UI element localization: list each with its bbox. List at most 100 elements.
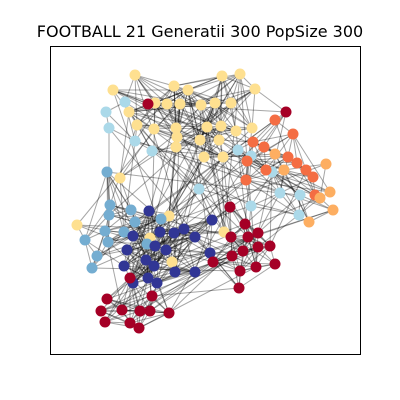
network-edge [112, 89, 237, 132]
network-node-light-blue [100, 106, 112, 118]
network-edge [124, 101, 300, 216]
network-edge [231, 245, 271, 257]
network-node-dark-red [252, 241, 264, 253]
network-node-steel-blue [125, 204, 137, 216]
network-node-dark-blue [140, 254, 152, 266]
network-edge [151, 150, 200, 190]
network-edge [187, 89, 205, 158]
network-node-dark-red [124, 317, 136, 329]
network-edge [250, 171, 273, 207]
network-node-light-yellow [225, 97, 237, 109]
network-node-dark-red [224, 201, 236, 213]
network-edge [112, 89, 202, 106]
network-node-orange-red [260, 164, 272, 176]
network-edge [179, 88, 256, 105]
network-edge [76, 224, 173, 263]
network-node-light-orange [320, 158, 332, 170]
network-node-light-yellow [246, 122, 258, 134]
network-edge [246, 160, 298, 164]
network-edge [132, 271, 176, 284]
network-edge [119, 128, 155, 179]
network-edge [252, 141, 289, 158]
network-node-dark-red [134, 305, 146, 317]
network-edge [84, 239, 125, 267]
network-edge [151, 287, 240, 297]
network-edge [129, 209, 334, 279]
network-node-light-yellow [170, 122, 182, 134]
network-node-light-yellow [194, 134, 206, 146]
network-edge [165, 215, 170, 251]
network-node-dark-red [101, 293, 113, 305]
network-node-light-yellow [216, 70, 228, 82]
network-edge [149, 250, 244, 312]
network-edge [100, 295, 153, 312]
network-edge [145, 219, 213, 261]
network-edge [112, 89, 208, 128]
network-edge [106, 171, 132, 211]
network-edge [123, 245, 156, 267]
network-node-light-blue [146, 145, 158, 157]
network-edge [173, 75, 223, 87]
network-edge [128, 111, 177, 129]
network-edge [279, 176, 314, 194]
network-node-steel-blue [99, 225, 111, 237]
network-node-light-orange [324, 186, 336, 198]
network-edge [187, 89, 211, 254]
network-node-light-yellow [198, 151, 210, 163]
network-node-dark-red [116, 304, 128, 316]
network-node-light-blue [232, 144, 244, 156]
network-edge [119, 177, 125, 233]
network-edge [134, 74, 185, 230]
network-node-dark-red [124, 272, 136, 284]
network-node-light-blue [294, 189, 306, 201]
network-edge [194, 219, 213, 273]
network-edge [91, 230, 106, 269]
network-edge [104, 230, 148, 245]
network-node-light-orange [278, 164, 290, 176]
network-edge [112, 89, 177, 129]
network-edge [222, 127, 253, 158]
network-edge [128, 111, 225, 233]
network-edge [84, 214, 110, 241]
network-edge [174, 236, 196, 273]
network-edge [214, 102, 220, 141]
network-node-light-yellow [161, 98, 173, 110]
network-edge [173, 85, 220, 141]
network-node-dark-red [146, 290, 158, 302]
network-edge [230, 236, 276, 265]
network-edge [134, 221, 147, 261]
network-edge [179, 73, 241, 105]
network-edge [165, 249, 211, 254]
network-node-orange-red [291, 157, 303, 169]
network-edge [229, 206, 271, 247]
network-edge [199, 139, 267, 171]
network-node-light-yellow [131, 119, 143, 131]
network-node-light-yellow [213, 134, 225, 146]
network-node-light-yellow [174, 98, 186, 110]
network-node-dark-blue [189, 231, 201, 243]
network-edge [292, 133, 331, 193]
network-edge [271, 171, 301, 196]
network-edge [123, 102, 216, 267]
network-node-dark-red [144, 305, 156, 317]
network-node-dark-blue [127, 230, 139, 242]
network-edge [147, 231, 161, 279]
network-edge [156, 252, 211, 284]
network-edge [156, 231, 161, 284]
network-node-dark-red [252, 227, 264, 239]
network-edge [156, 249, 167, 284]
network-node-steel-blue [91, 250, 103, 262]
network-node-dark-red [163, 307, 175, 319]
network-edge [271, 171, 314, 178]
network-edge [299, 194, 334, 211]
network-edge [119, 102, 216, 179]
network-edge [112, 89, 149, 105]
network-edge [212, 261, 240, 289]
network-edge [237, 149, 285, 171]
network-edge [138, 266, 257, 329]
network-edge [104, 209, 132, 232]
network-edge [173, 73, 241, 87]
network-node-dark-blue [206, 214, 218, 226]
network-edge [165, 249, 196, 273]
network-edge [203, 125, 222, 158]
